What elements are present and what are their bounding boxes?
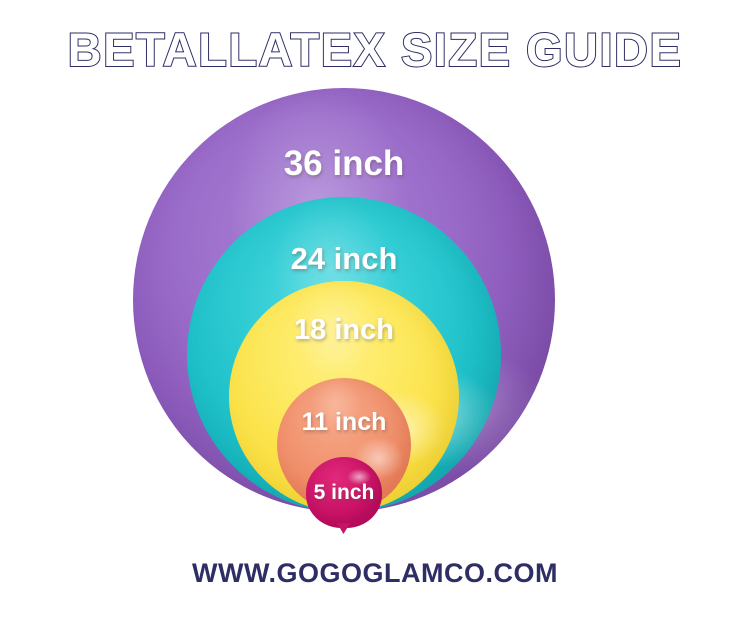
balloon-5-inch: 5 inch: [306, 457, 382, 528]
page-title: BETALLATEX SIZE GUIDE: [67, 22, 683, 77]
balloon-24-inch-label: 24 inch: [290, 241, 398, 276]
balloon-11-inch-label: 11 inch: [301, 408, 387, 436]
balloon-18-inch-label: 18 inch: [294, 314, 394, 346]
balloon-5-inch-label: 5 inch: [313, 481, 375, 504]
balloon-knot-icon: [337, 523, 350, 534]
balloon-36-inch-label: 36 inch: [283, 144, 405, 183]
balloon-size-diagram: 36 inch 24 inch 18 inch 11 inch 5 inch: [133, 88, 555, 534]
website-footer: WWW.GOGOGLAMCO.COM: [192, 558, 558, 588]
